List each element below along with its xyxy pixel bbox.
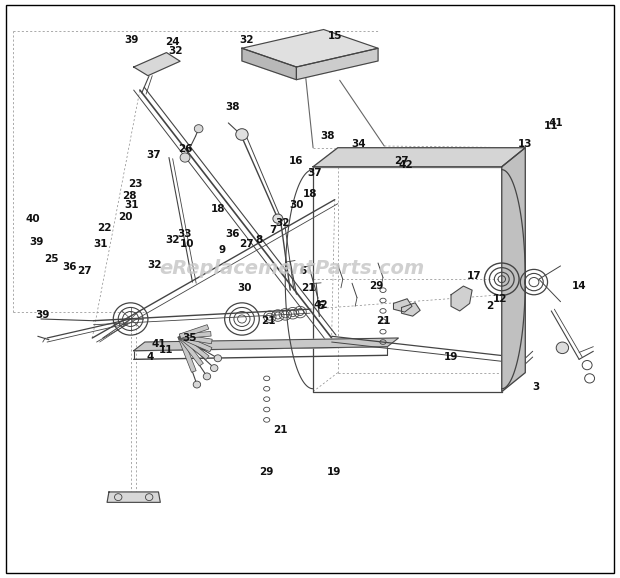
Text: 36: 36 xyxy=(226,229,240,239)
Text: 3: 3 xyxy=(532,382,539,392)
Text: 42: 42 xyxy=(314,300,329,310)
Text: 25: 25 xyxy=(44,254,59,264)
Text: 29: 29 xyxy=(370,281,384,291)
Text: 37: 37 xyxy=(147,150,161,160)
Polygon shape xyxy=(402,303,420,316)
Text: 41: 41 xyxy=(549,118,564,128)
Text: 32: 32 xyxy=(240,35,254,45)
Text: 2: 2 xyxy=(486,301,493,312)
Text: 23: 23 xyxy=(128,179,143,189)
Polygon shape xyxy=(134,53,180,76)
Text: 12: 12 xyxy=(494,294,508,305)
Text: 32: 32 xyxy=(147,260,161,270)
Text: 32: 32 xyxy=(166,235,180,245)
Text: 24: 24 xyxy=(166,37,180,47)
Polygon shape xyxy=(178,335,196,372)
Polygon shape xyxy=(179,335,209,360)
Polygon shape xyxy=(107,492,161,502)
Circle shape xyxy=(214,355,221,362)
Text: 27: 27 xyxy=(394,156,409,166)
Text: 30: 30 xyxy=(289,201,304,210)
Text: 34: 34 xyxy=(351,139,366,149)
Text: 21: 21 xyxy=(376,316,390,326)
Text: 37: 37 xyxy=(308,168,322,177)
Text: 4: 4 xyxy=(147,352,154,362)
Text: 35: 35 xyxy=(182,333,197,343)
Text: 18: 18 xyxy=(211,205,226,214)
Polygon shape xyxy=(242,49,296,80)
Text: 18: 18 xyxy=(303,189,317,199)
Polygon shape xyxy=(242,29,378,67)
Text: 21: 21 xyxy=(273,425,288,435)
Text: 33: 33 xyxy=(178,229,192,239)
Text: 17: 17 xyxy=(467,271,481,281)
Text: 42: 42 xyxy=(399,160,413,170)
Polygon shape xyxy=(179,325,209,339)
Polygon shape xyxy=(502,148,525,392)
Text: 15: 15 xyxy=(327,31,342,42)
Text: 39: 39 xyxy=(125,35,139,45)
Text: 11: 11 xyxy=(159,344,174,354)
Text: 27: 27 xyxy=(77,265,92,276)
Polygon shape xyxy=(179,334,212,352)
Polygon shape xyxy=(180,334,212,344)
Text: 29: 29 xyxy=(260,468,274,477)
Polygon shape xyxy=(180,331,211,339)
Polygon shape xyxy=(451,286,472,311)
Circle shape xyxy=(194,125,203,133)
Text: 14: 14 xyxy=(572,281,587,291)
Text: 19: 19 xyxy=(326,468,341,477)
Text: 28: 28 xyxy=(122,191,136,201)
Text: 36: 36 xyxy=(63,262,78,272)
Text: 31: 31 xyxy=(94,239,108,249)
Circle shape xyxy=(193,381,201,388)
Text: 20: 20 xyxy=(118,212,133,222)
Text: 13: 13 xyxy=(518,139,533,149)
Text: 27: 27 xyxy=(239,239,254,249)
Circle shape xyxy=(236,129,248,140)
Polygon shape xyxy=(296,49,378,80)
Circle shape xyxy=(273,214,283,223)
Text: 16: 16 xyxy=(289,156,304,166)
Text: 9: 9 xyxy=(219,245,226,255)
Text: 21: 21 xyxy=(301,283,316,293)
Text: 5: 5 xyxy=(317,301,325,312)
Text: 19: 19 xyxy=(444,352,458,362)
Polygon shape xyxy=(178,335,203,366)
Text: 8: 8 xyxy=(255,235,263,245)
Text: 32: 32 xyxy=(168,46,182,57)
Text: 31: 31 xyxy=(125,201,139,210)
Circle shape xyxy=(180,153,190,162)
Text: 26: 26 xyxy=(178,144,192,154)
Text: 30: 30 xyxy=(238,283,252,293)
Polygon shape xyxy=(313,148,525,167)
Polygon shape xyxy=(394,299,412,312)
Text: 38: 38 xyxy=(320,131,335,141)
Text: 21: 21 xyxy=(260,316,275,326)
Circle shape xyxy=(211,365,218,372)
Text: eReplacementParts.com: eReplacementParts.com xyxy=(159,260,424,279)
Text: 38: 38 xyxy=(226,102,240,112)
Circle shape xyxy=(203,373,211,380)
Text: 32: 32 xyxy=(275,218,290,228)
Text: 11: 11 xyxy=(544,121,559,131)
Polygon shape xyxy=(134,338,399,351)
Text: 39: 39 xyxy=(29,237,44,247)
Circle shape xyxy=(556,342,569,354)
Text: 22: 22 xyxy=(97,224,112,234)
Text: 6: 6 xyxy=(299,265,306,276)
Text: 39: 39 xyxy=(35,310,50,320)
Text: 41: 41 xyxy=(151,339,166,349)
Text: 7: 7 xyxy=(269,225,277,235)
Text: 10: 10 xyxy=(180,239,195,249)
Text: 40: 40 xyxy=(25,214,40,224)
